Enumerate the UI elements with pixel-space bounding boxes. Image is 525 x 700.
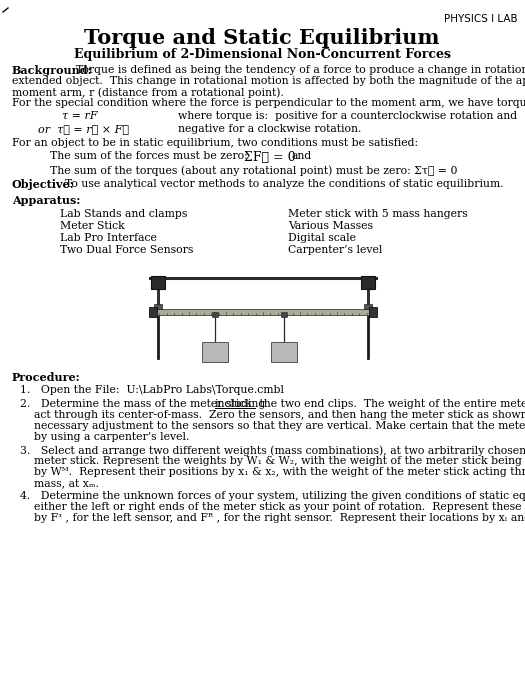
Text: Background:: Background: bbox=[12, 65, 92, 76]
Bar bbox=[202, 342, 228, 362]
Text: τ = rF: τ = rF bbox=[62, 111, 98, 121]
Text: where torque is:  positive for a counterclockwise rotation and: where torque is: positive for a counterc… bbox=[178, 111, 517, 121]
Text: Carpenter’s level: Carpenter’s level bbox=[288, 245, 382, 255]
Text: The sum of the forces must be zero:: The sum of the forces must be zero: bbox=[50, 151, 248, 161]
Text: 3.   Select and arrange two different weights (mass combinations), at two arbitr: 3. Select and arrange two different weig… bbox=[20, 445, 525, 456]
Text: by Wᴹ.  Represent their positions by x₁ & x₂, with the weight of the meter stick: by Wᴹ. Represent their positions by x₁ &… bbox=[34, 467, 525, 477]
Text: Torque and Static Equilibrium: Torque and Static Equilibrium bbox=[84, 28, 440, 48]
Text: Two Dual Force Sensors: Two Dual Force Sensors bbox=[60, 245, 193, 255]
Text: ΣF⃗ = 0: ΣF⃗ = 0 bbox=[244, 151, 296, 164]
Text: meter stick. Represent the weights by W₁ & W₂, with the weight of the meter stic: meter stick. Represent the weights by W₁… bbox=[34, 456, 525, 466]
Text: Procedure:: Procedure: bbox=[12, 372, 81, 383]
Text: PHYSICS I LAB: PHYSICS I LAB bbox=[444, 14, 518, 24]
Text: Torque is defined as being the tendency of a force to produce a change in rotati: Torque is defined as being the tendency … bbox=[76, 65, 525, 75]
Bar bbox=[149, 307, 157, 317]
Text: Equilibrium of 2-Dimensional Non-Concurrent Forces: Equilibrium of 2-Dimensional Non-Concurr… bbox=[74, 48, 450, 61]
Text: negative for a clockwise rotation.: negative for a clockwise rotation. bbox=[178, 124, 361, 134]
Text: act through its center-of-mass.  Zero the sensors, and then hang the meter stick: act through its center-of-mass. Zero the… bbox=[34, 410, 525, 420]
Text: 4.   Determine the unknown forces of your system, utilizing the given conditions: 4. Determine the unknown forces of your … bbox=[20, 491, 525, 501]
Bar bbox=[369, 307, 377, 317]
Text: To use analytical vector methods to analyze the conditions of static equilibrium: To use analytical vector methods to anal… bbox=[65, 179, 503, 189]
Text: 2.   Determine the mass of the meter stick: 2. Determine the mass of the meter stick bbox=[20, 399, 255, 409]
Text: Meter stick with 5 mass hangers: Meter stick with 5 mass hangers bbox=[288, 209, 468, 219]
Text: Objective:: Objective: bbox=[12, 179, 75, 190]
Text: by Fᵌ , for the left sensor, and Fᴿ , for the right sensor.  Represent their loc: by Fᵌ , for the left sensor, and Fᴿ , fo… bbox=[34, 513, 525, 523]
Text: or  τ⃗ = r⃗ × F⃗: or τ⃗ = r⃗ × F⃗ bbox=[38, 124, 129, 134]
Text: extended object.  This change in rotational motion is affected by both the magni: extended object. This change in rotation… bbox=[12, 76, 525, 86]
Text: For an object to be in static equilibrium, two conditions must be satisfied:: For an object to be in static equilibriu… bbox=[12, 138, 418, 148]
Text: Various Masses: Various Masses bbox=[288, 221, 373, 231]
Text: and: and bbox=[292, 151, 312, 161]
Text: The sum of the torques (about any rotational point) must be zero: Στ⃗ = 0: The sum of the torques (about any rotati… bbox=[50, 165, 457, 176]
Text: either the left or right ends of the meter stick as your point of rotation.  Rep: either the left or right ends of the met… bbox=[34, 502, 525, 512]
Text: Meter Stick: Meter Stick bbox=[60, 221, 125, 231]
Bar bbox=[361, 276, 375, 289]
Bar bbox=[212, 312, 218, 317]
Text: Digital scale: Digital scale bbox=[288, 233, 356, 243]
Text: Apparatus:: Apparatus: bbox=[12, 195, 80, 206]
Bar bbox=[151, 276, 165, 289]
Text: necessary adjustment to the sensors so that they are vertical. Make certain that: necessary adjustment to the sensors so t… bbox=[34, 421, 525, 431]
Bar bbox=[281, 312, 287, 317]
Bar bbox=[271, 342, 297, 362]
Text: Lab Stands and clamps: Lab Stands and clamps bbox=[60, 209, 187, 219]
Text: 1.   Open the File:  U:\LabPro Labs\Torque.cmbl: 1. Open the File: U:\LabPro Labs\Torque.… bbox=[20, 385, 284, 395]
Text: the two end clips.  The weight of the entire meter stick will: the two end clips. The weight of the ent… bbox=[256, 399, 525, 409]
Text: Lab Pro Interface: Lab Pro Interface bbox=[60, 233, 157, 243]
Bar bbox=[364, 304, 372, 309]
Bar bbox=[154, 304, 162, 309]
Text: by using a carpenter’s level.: by using a carpenter’s level. bbox=[34, 432, 190, 442]
Text: For the special condition where the force is perpendicular to the moment arm, we: For the special condition where the forc… bbox=[12, 98, 525, 108]
Text: mass, at xₘ.: mass, at xₘ. bbox=[34, 478, 99, 488]
Text: moment arm, r (distance from a rotational point).: moment arm, r (distance from a rotationa… bbox=[12, 87, 284, 97]
Bar bbox=[152, 309, 374, 315]
Text: including: including bbox=[215, 399, 266, 409]
